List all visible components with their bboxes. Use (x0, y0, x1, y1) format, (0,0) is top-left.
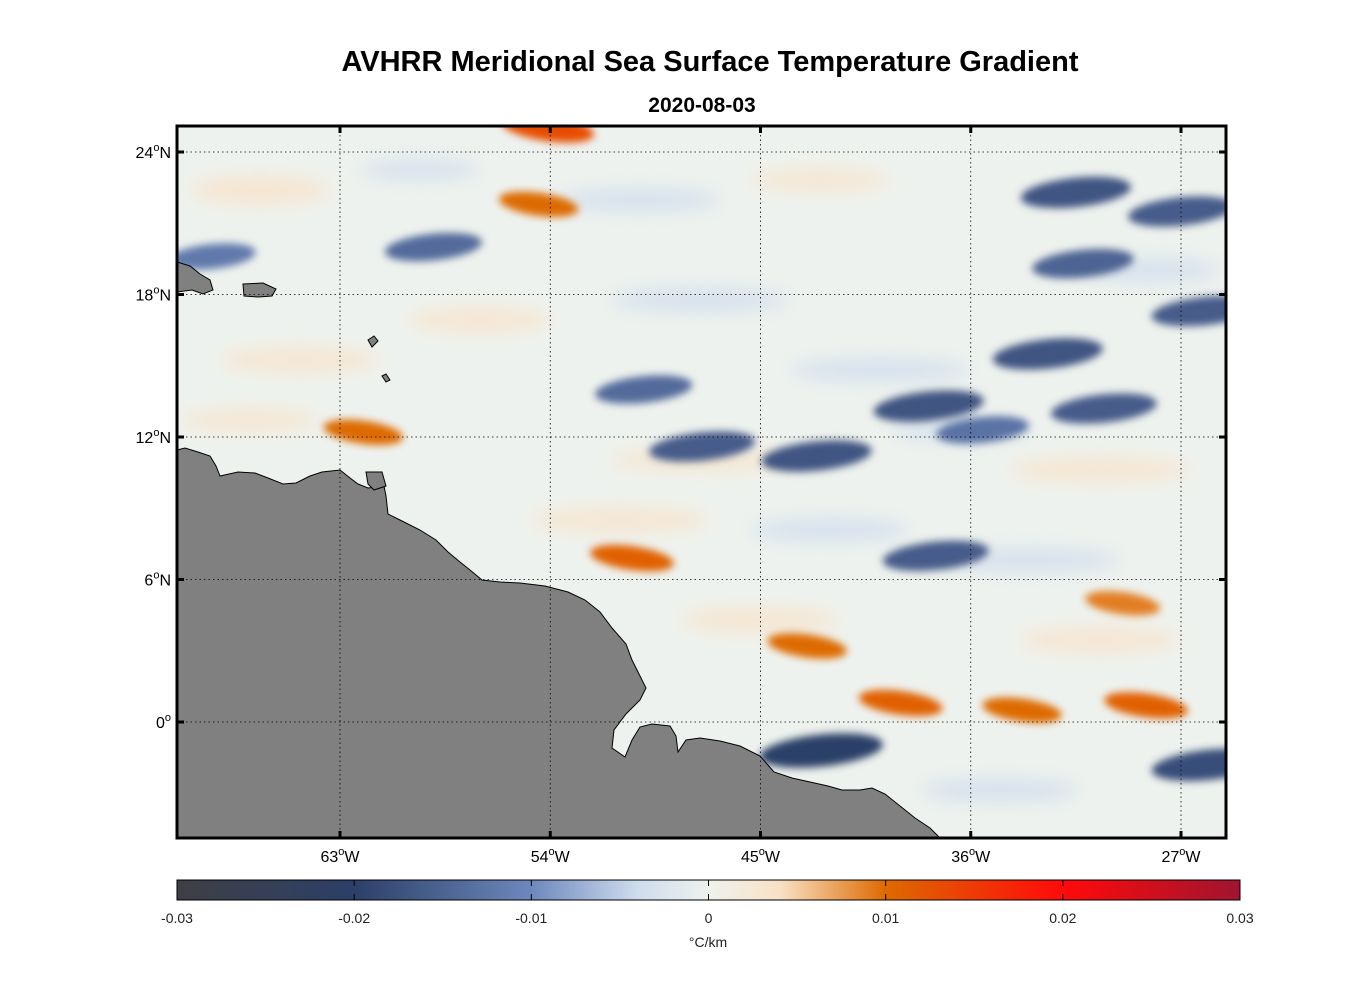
warm-gradient-feature-0 (498, 191, 579, 217)
map-grid (177, 126, 1226, 838)
longitude-axis: 63oW 54oW 45oW 36oW 27oW (320, 126, 1201, 866)
hispaniola-island (177, 261, 214, 295)
colorbar-tick-label-3: 0 (705, 910, 713, 926)
lat-tick-label-0: 24oN (136, 142, 171, 162)
land-layer (177, 261, 941, 838)
lat-tick-label-3: 6oN (144, 570, 171, 590)
warm-gradient-feature-8 (1085, 591, 1161, 616)
chart-subtitle: 2020-08-03 (648, 94, 756, 117)
warm-gradient-feature-7 (1104, 692, 1188, 719)
cold-gradient-feature-24 (177, 243, 256, 270)
warm-gradient-feature-6 (982, 697, 1062, 723)
lon-tick-label-2: 45oW (741, 846, 781, 866)
warm-gradient-feature-5 (858, 689, 943, 717)
warm-gradient-feature-4 (767, 633, 847, 659)
lat-tick-label-4: 0o (156, 712, 171, 732)
lon-tick-label-3: 36oW (951, 846, 991, 866)
colorbar-tick-label-5: 0.02 (1049, 910, 1076, 926)
colorbar-ticks: -0.03 -0.02 -0.01 0 0.01 0.02 0.03 (161, 880, 1254, 926)
cold-gradient-feature-20 (1151, 295, 1226, 327)
cold-gradient-feature-10 (649, 431, 756, 462)
latitude-axis: 24oN 18oN 12oN 6oN 0o (136, 142, 1226, 732)
colorbar-tick-label-4: 0.01 (872, 910, 899, 926)
lon-tick-label-0: 63oW (320, 846, 360, 866)
lon-tick-label-4: 27oW (1161, 846, 1201, 866)
trinidad-island (365, 471, 387, 491)
lat-tick-label-2: 12oN (136, 427, 171, 447)
cold-gradient-feature-19 (1128, 196, 1226, 227)
puerto-rico-island (242, 282, 277, 298)
cold-gradient-feature-22 (1151, 748, 1226, 781)
cold-gradient-feature-9 (595, 375, 693, 404)
cold-gradient-feature-23 (384, 232, 482, 262)
cold-gradient-feature-18 (1032, 248, 1134, 279)
small-island-2 (381, 373, 391, 383)
cold-gradient-feature-21 (759, 733, 883, 768)
small-island-1 (367, 335, 379, 348)
lon-tick-label-1: 54oW (531, 846, 571, 866)
chart-title: AVHRR Meridional Sea Surface Temperature… (341, 46, 1079, 78)
map-frame (175, 124, 1228, 840)
cold-gradient-feature-15 (992, 338, 1103, 370)
warm-gradient-feature-1 (501, 126, 595, 143)
warm-gradient-feature-3 (590, 544, 674, 572)
colorbar-tick-label-0: -0.03 (161, 910, 193, 926)
colorbar-unit-label: °C/km (689, 934, 727, 950)
cold-gradient-feature-16 (1050, 393, 1157, 424)
cold-gradient-feature-11 (761, 440, 872, 472)
warm-gradient-feature-2 (323, 419, 404, 445)
colorbar-tick-label-6: 0.03 (1226, 910, 1253, 926)
cold-gradient-feature-14 (882, 540, 989, 571)
colorbar-tick-label-1: -0.02 (338, 910, 370, 926)
lat-tick-label-1: 18oN (136, 285, 171, 305)
south-america-coast-land (177, 447, 941, 838)
cold-gradient-feature-17 (1020, 176, 1132, 209)
cold-gradient-feature-13 (873, 390, 984, 422)
colorbar-tick-label-2: -0.01 (515, 910, 547, 926)
